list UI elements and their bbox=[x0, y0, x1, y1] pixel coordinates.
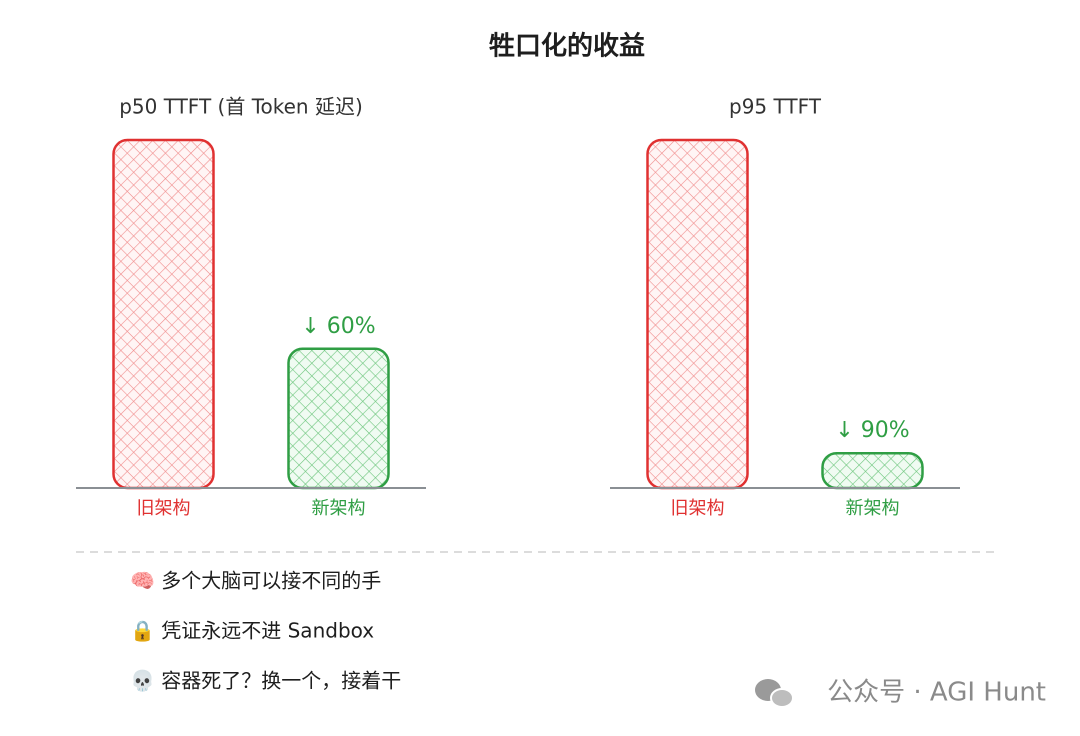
chart-title: p50 TTFT (首 Token 延迟) bbox=[119, 95, 363, 119]
category-label: 新架构 bbox=[312, 498, 366, 519]
bar bbox=[646, 138, 749, 490]
chart-title: p95 TTFT bbox=[729, 95, 822, 119]
annotation: ↓ 90% bbox=[835, 418, 909, 443]
annotation: ↓ 60% bbox=[301, 314, 375, 339]
page-title: 牲口化的收益 bbox=[489, 31, 645, 62]
note: 🔒 凭证永远不进 Sandbox bbox=[130, 619, 374, 643]
category-label: 旧架构 bbox=[671, 498, 725, 519]
wechat-icon bbox=[755, 679, 794, 708]
category-label: 旧架构 bbox=[137, 498, 191, 519]
note: 💀 容器死了？换一个，接着干 bbox=[130, 669, 401, 693]
note: 🧠 多个大脑可以接不同的手 bbox=[130, 569, 381, 593]
bar bbox=[287, 347, 390, 490]
bar bbox=[112, 138, 215, 490]
bar bbox=[821, 451, 924, 490]
category-label: 新架构 bbox=[846, 498, 900, 519]
watermark: 公众号 · AGI Hunt bbox=[827, 678, 1046, 708]
